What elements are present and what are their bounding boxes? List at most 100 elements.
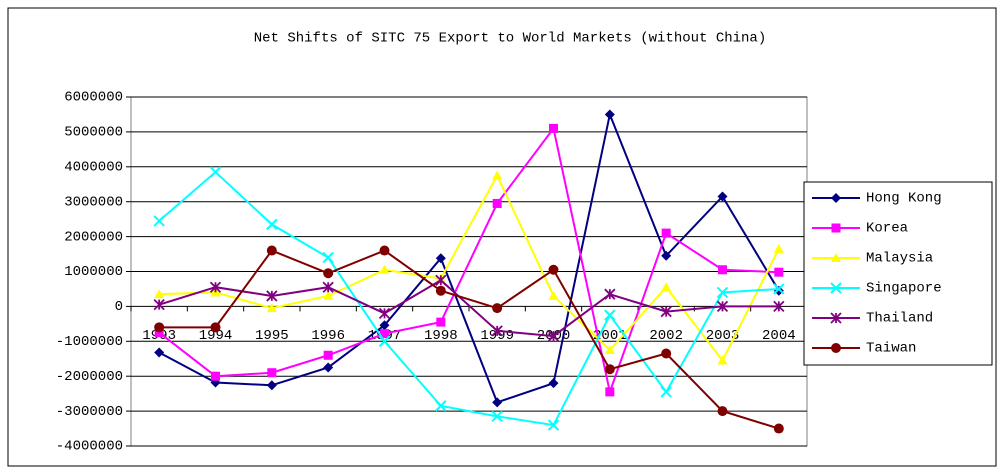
marker: [436, 317, 446, 327]
marker: [830, 312, 842, 324]
marker: [378, 335, 391, 348]
series-line: [158, 126, 779, 396]
y-tick-label: 3000000: [64, 194, 123, 210]
y-tick-label: -3000000: [56, 404, 123, 420]
legend-box: [803, 181, 993, 366]
marker: [323, 290, 334, 300]
marker: [831, 343, 841, 353]
marker: [661, 228, 671, 238]
marker: [660, 305, 672, 318]
marker: [547, 330, 560, 342]
x-tick-label: 2002: [649, 328, 683, 344]
marker: [717, 355, 728, 365]
marker: [716, 286, 729, 299]
marker: [661, 250, 672, 261]
marker: [491, 325, 503, 337]
marker: [831, 223, 841, 233]
marker: [153, 299, 165, 311]
y-tick-label: -4000000: [56, 439, 123, 455]
marker: [547, 419, 560, 431]
marker: [661, 282, 672, 292]
series-line: [158, 110, 780, 404]
x-tick-label: 1994: [199, 328, 233, 344]
marker: [716, 300, 729, 313]
marker: [548, 378, 559, 389]
x-tick-label: 1998: [424, 328, 458, 344]
marker: [774, 267, 784, 277]
marker: [435, 285, 446, 296]
marker: [717, 191, 728, 202]
marker: [831, 253, 841, 262]
marker: [492, 170, 503, 180]
marker: [209, 281, 222, 293]
marker: [323, 350, 333, 360]
marker: [267, 368, 277, 378]
y-tick-label: 6000000: [64, 90, 123, 106]
marker: [548, 290, 559, 300]
series: [154, 123, 784, 397]
marker: [661, 348, 672, 359]
marker: [266, 245, 277, 256]
marker: [379, 264, 390, 274]
series: [154, 245, 784, 434]
chart-title: Net Shifts of SITC 75 Export to World Ma…: [254, 31, 766, 47]
legend-label: Hong Kong: [866, 191, 942, 207]
x-tick-label: 2004: [762, 328, 796, 344]
x-tick-label: 1996: [311, 328, 345, 344]
series-line: [159, 173, 780, 363]
marker: [718, 265, 727, 275]
marker: [492, 303, 503, 314]
marker: [773, 423, 784, 434]
marker: [773, 243, 784, 253]
marker: [773, 300, 785, 313]
marker: [717, 406, 728, 417]
marker: [210, 322, 221, 333]
y-tick-label: 0: [115, 299, 123, 315]
marker: [435, 274, 447, 286]
marker: [548, 264, 559, 275]
series: [154, 170, 784, 365]
y-tick-label: -2000000: [56, 369, 123, 385]
series-line: [158, 278, 779, 338]
x-tick-label: 1995: [255, 328, 289, 344]
marker: [660, 386, 672, 398]
legend-label: Thailand: [866, 311, 933, 327]
marker: [604, 345, 615, 355]
y-tick-label: 1000000: [64, 264, 123, 280]
legend-label: Singapore: [866, 281, 942, 297]
marker: [604, 364, 615, 375]
x-tick-label: 2003: [706, 328, 740, 344]
marker: [435, 253, 446, 264]
marker: [154, 328, 164, 338]
marker: [266, 290, 278, 302]
legend-label: Taiwan: [866, 341, 916, 357]
y-tick-label: 4000000: [64, 160, 123, 176]
marker: [266, 218, 278, 231]
marker: [322, 251, 334, 264]
y-tick-label: 2000000: [64, 229, 123, 245]
marker: [491, 410, 503, 423]
marker: [266, 303, 277, 313]
legend-label: Korea: [866, 221, 908, 237]
marker: [323, 362, 334, 373]
legend-label: Malaysia: [866, 251, 933, 267]
marker: [379, 320, 390, 331]
y-tick-label: 5000000: [64, 125, 123, 141]
marker: [211, 371, 220, 381]
marker: [266, 380, 277, 391]
marker: [831, 193, 841, 203]
marker: [604, 288, 616, 300]
y-tick-label: -1000000: [56, 334, 123, 350]
marker: [154, 289, 165, 299]
marker: [492, 198, 502, 208]
marker: [378, 307, 391, 320]
marker: [154, 347, 165, 358]
marker: [380, 329, 389, 339]
series-line: [158, 170, 779, 427]
marker: [605, 387, 615, 397]
marker: [492, 397, 503, 408]
marker: [154, 322, 165, 333]
marker: [830, 282, 842, 294]
series: [154, 109, 784, 408]
